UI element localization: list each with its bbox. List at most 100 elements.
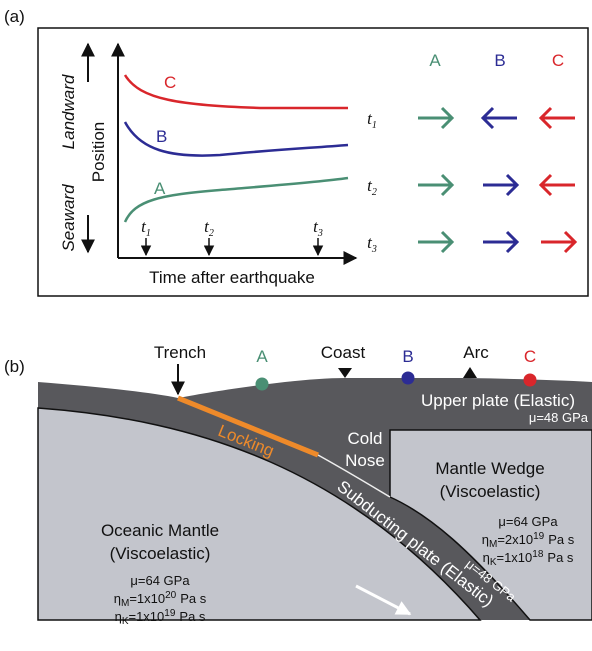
eta-unit: Pa s bbox=[179, 609, 206, 624]
eta-sub: M bbox=[489, 539, 497, 550]
column-header: A bbox=[429, 51, 441, 70]
eta-exp: 19 bbox=[533, 531, 545, 542]
eta-unit: Pa s bbox=[548, 532, 575, 547]
time-symbol: t bbox=[367, 109, 373, 128]
eta-unit: Pa s bbox=[547, 550, 574, 565]
time-label: t1 bbox=[367, 109, 377, 131]
station-b bbox=[401, 371, 415, 385]
eta-symbol: η bbox=[115, 609, 122, 624]
time-symbol: t bbox=[141, 217, 147, 236]
viscosity: ηM=1x1020 Pa s bbox=[114, 590, 207, 609]
upper-label: Landward bbox=[59, 74, 78, 149]
oceanic-mu: μ=64 GPa bbox=[130, 573, 190, 588]
panel-frame bbox=[37, 27, 589, 297]
curve-c bbox=[123, 74, 348, 110]
velocity-arrow bbox=[541, 230, 578, 254]
arrow-head bbox=[538, 173, 553, 197]
oceanic-name: Oceanic Mantle bbox=[101, 521, 219, 540]
oceanic-mantle bbox=[37, 407, 482, 621]
velocity-arrow bbox=[483, 173, 520, 197]
station-label: C bbox=[524, 347, 536, 366]
arc-label: Arc bbox=[463, 343, 489, 362]
arrow-head bbox=[505, 230, 520, 254]
velocity-arrow bbox=[483, 230, 520, 254]
lower-label: Seaward bbox=[59, 184, 78, 252]
curve-label: B bbox=[156, 127, 167, 146]
time-symbol: t bbox=[367, 233, 373, 252]
time-markers: t1 t2 t3 bbox=[140, 217, 324, 257]
time-sub: 1 bbox=[146, 228, 151, 239]
y-axis-title: Position bbox=[89, 122, 108, 182]
arrow-head bbox=[505, 173, 520, 197]
time-sub: 1 bbox=[372, 120, 377, 131]
eta-exp: 18 bbox=[532, 549, 544, 560]
panel-label: (b) bbox=[4, 357, 25, 376]
viscosity: ηK=1x1019 Pa s bbox=[115, 608, 206, 627]
wedge-name: (Viscoelastic) bbox=[440, 482, 541, 501]
eta-symbol: η bbox=[482, 532, 489, 547]
curve-b bbox=[123, 121, 349, 157]
station-a bbox=[255, 377, 269, 391]
coast-marker bbox=[338, 368, 352, 378]
time-label: t1 bbox=[141, 217, 151, 239]
time-sub: 3 bbox=[371, 244, 377, 255]
cold-nose-label: Nose bbox=[345, 451, 385, 470]
velocity-arrow bbox=[418, 173, 455, 197]
time-symbol: t bbox=[313, 217, 319, 236]
upper-plate-mu: μ=48 GPa bbox=[529, 410, 589, 425]
arrow-head bbox=[538, 106, 553, 130]
time-symbol: t bbox=[204, 217, 210, 236]
arrow-head bbox=[440, 230, 455, 254]
slab-interface bbox=[317, 454, 391, 498]
eta-sub: K bbox=[490, 557, 497, 568]
locking-zone bbox=[177, 395, 319, 458]
station-label: B bbox=[402, 347, 413, 366]
eta-base: =1x10 bbox=[496, 550, 532, 565]
eta-base: =2x10 bbox=[497, 532, 533, 547]
column-header: B bbox=[494, 51, 505, 70]
velocity-arrow bbox=[538, 173, 575, 197]
time-symbol: t bbox=[367, 176, 373, 195]
station-c bbox=[523, 373, 537, 387]
time-sub: 2 bbox=[209, 228, 214, 239]
eta-sub: M bbox=[121, 598, 129, 609]
x-axis-title: Time after earthquake bbox=[149, 268, 315, 287]
time-label: t2 bbox=[367, 176, 377, 198]
time-label: t3 bbox=[367, 233, 377, 255]
station-label: A bbox=[256, 347, 268, 366]
eta-symbol: η bbox=[483, 550, 490, 565]
cold-nose-label: Cold bbox=[348, 429, 383, 448]
velocity-arrow bbox=[538, 106, 575, 130]
curve-label: A bbox=[154, 179, 166, 198]
column-header: C bbox=[552, 51, 564, 70]
eta-unit: Pa s bbox=[180, 591, 207, 606]
eta-symbol: η bbox=[114, 591, 121, 606]
arc-marker bbox=[463, 367, 477, 378]
eta-sub: K bbox=[122, 616, 129, 627]
arrow-head bbox=[440, 106, 455, 130]
wedge-name: Mantle Wedge bbox=[435, 459, 544, 478]
slab-arrow bbox=[355, 584, 412, 616]
eta-base: =1x10 bbox=[128, 609, 164, 624]
arrow-head bbox=[563, 230, 578, 254]
eta-base: =1x10 bbox=[129, 591, 165, 606]
viscosity: ηM=2x1019 Pa s bbox=[482, 531, 575, 550]
arrow-head bbox=[480, 106, 495, 130]
velocity-arrow bbox=[480, 106, 517, 130]
time-sub: 2 bbox=[372, 187, 377, 198]
velocity-arrow bbox=[418, 106, 455, 130]
mantle-wedge bbox=[389, 429, 592, 621]
eta-exp: 20 bbox=[165, 590, 177, 601]
trench-label: Trench bbox=[154, 343, 206, 362]
upper-plate-label: Upper plate (Elastic) bbox=[421, 391, 575, 410]
oceanic-name: (Viscoelastic) bbox=[110, 544, 211, 563]
panel-label: (a) bbox=[4, 7, 25, 26]
curve-label: C bbox=[164, 73, 176, 92]
wedge-mu: μ=64 GPa bbox=[498, 514, 558, 529]
time-label: t2 bbox=[204, 217, 214, 239]
viscosity: ηK=1x1018 Pa s bbox=[483, 549, 574, 568]
viscosities: ηM=2x1019 Pa sηK=1x1018 Pa sηM=1x1020 Pa sη… bbox=[114, 531, 575, 627]
curve-a bbox=[123, 176, 349, 223]
